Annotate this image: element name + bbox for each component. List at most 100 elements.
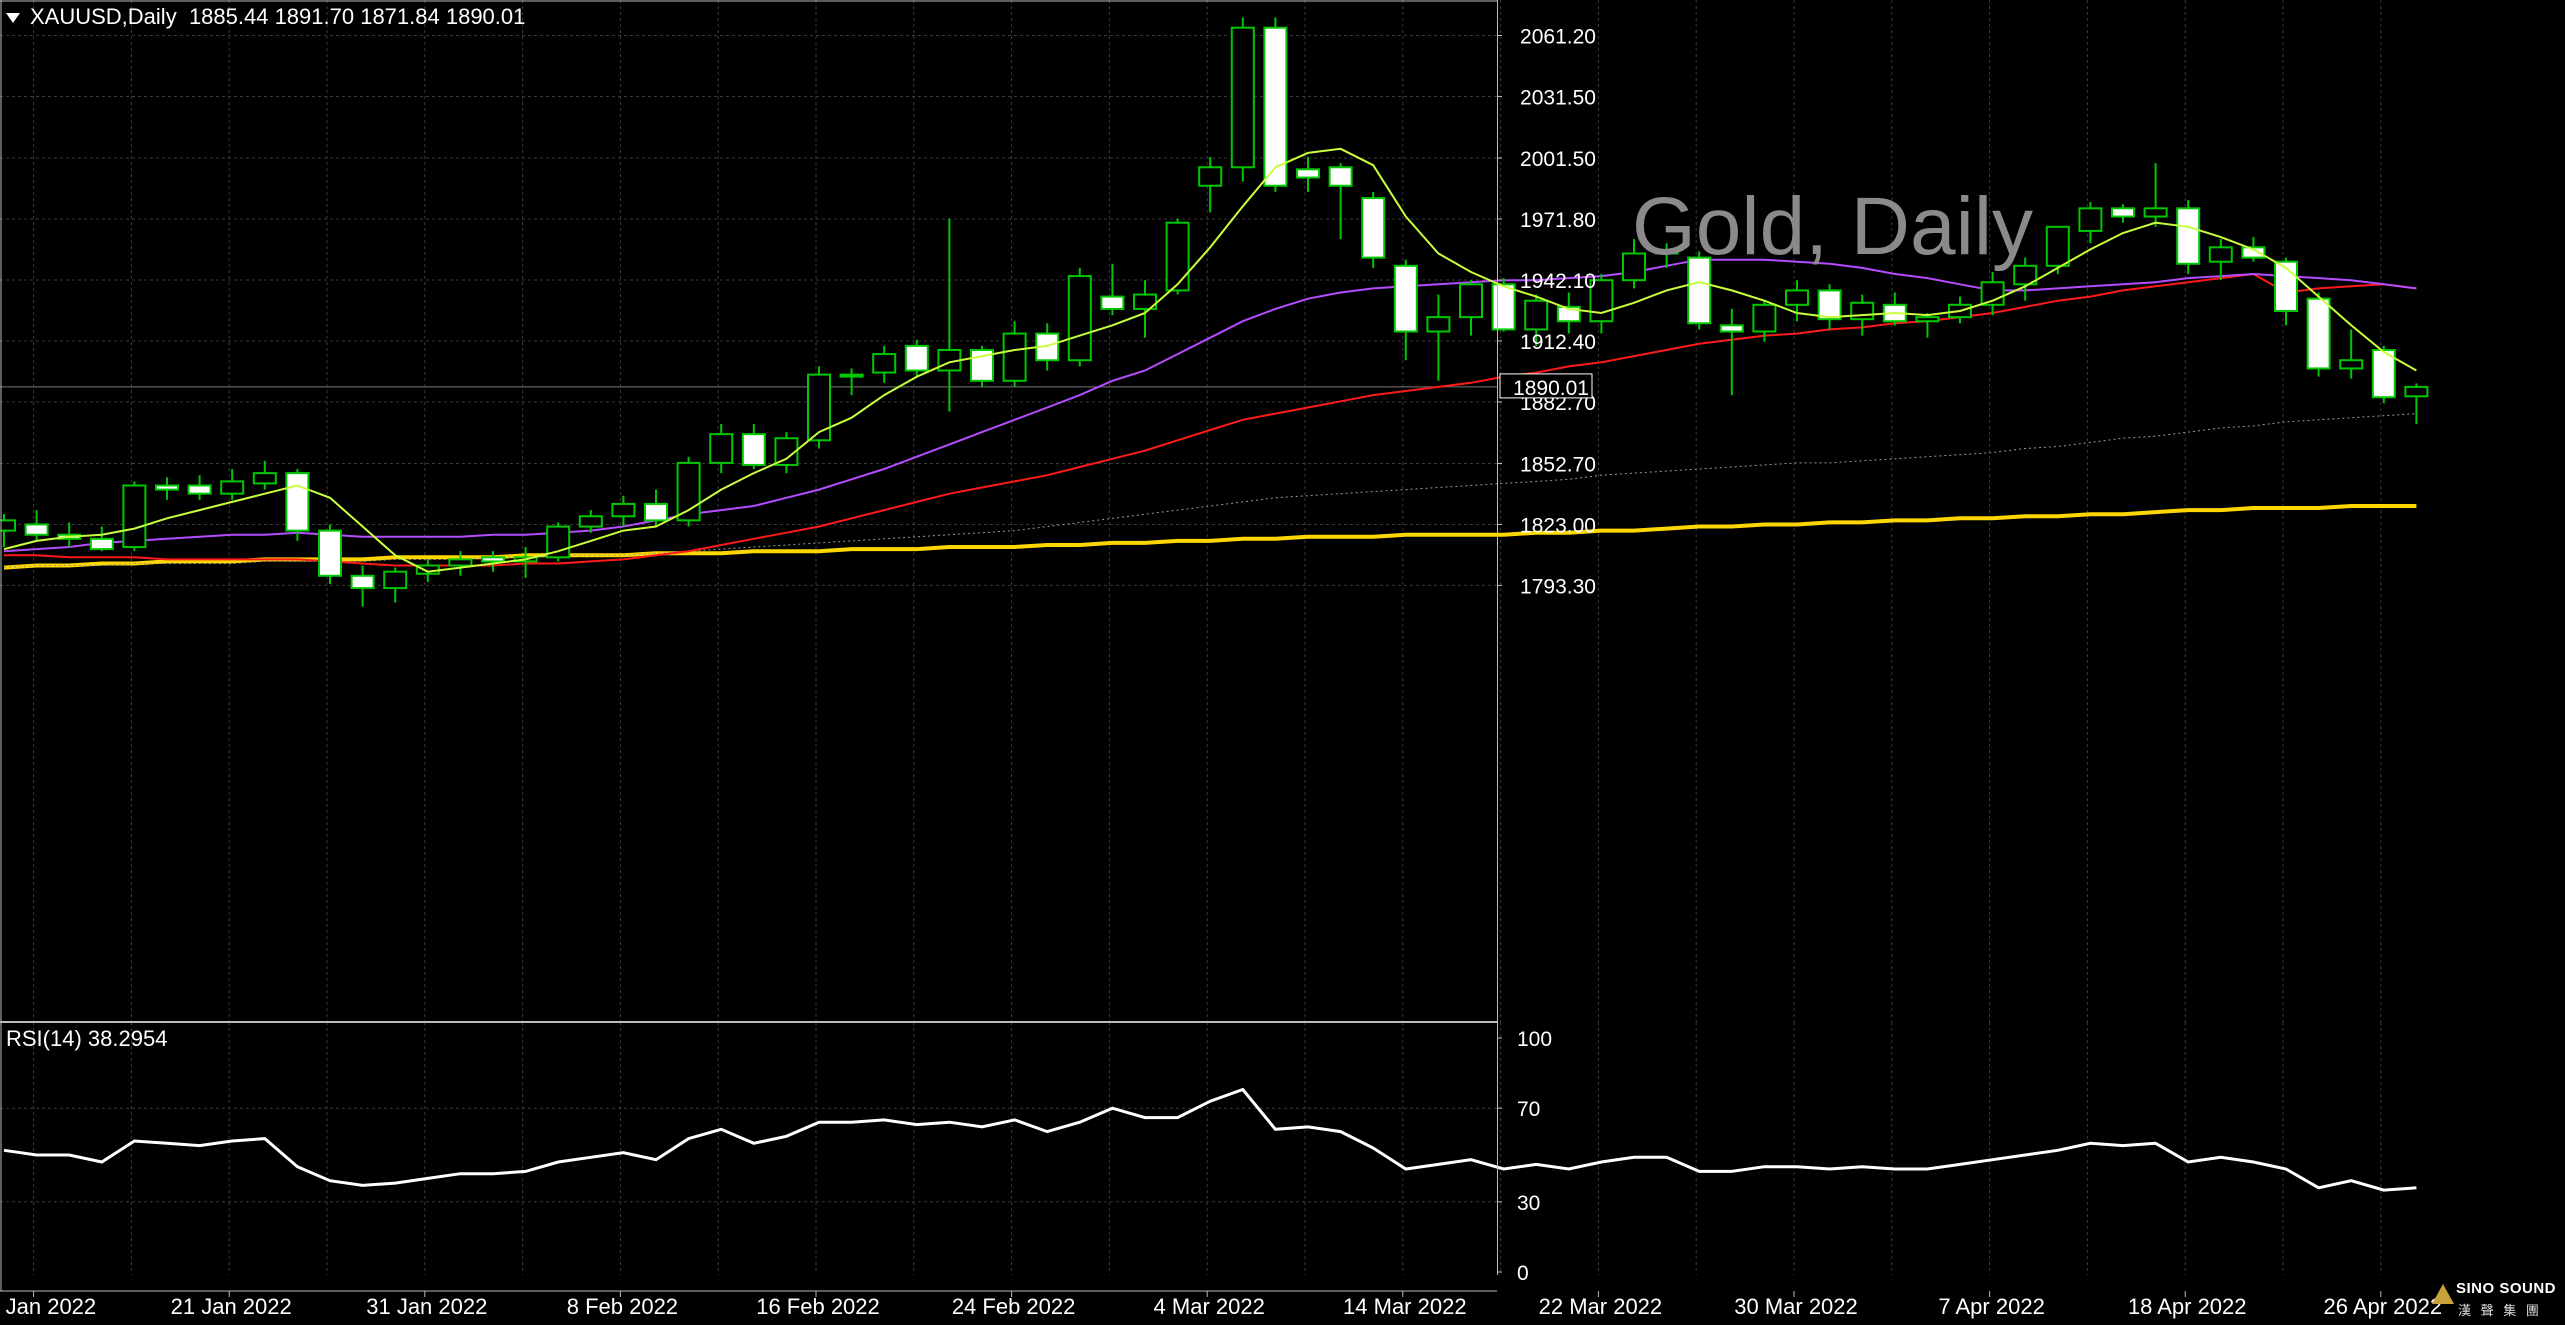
bull-candle — [872, 353, 897, 374]
bull-candle — [709, 433, 734, 464]
bull-candle — [122, 484, 147, 549]
bear-candle — [2111, 207, 2135, 218]
bear-candle — [1100, 295, 1125, 310]
ma-slow-line — [4, 272, 2417, 567]
price-tick-label: 1912.40 — [1520, 331, 1596, 354]
bull-candle — [1133, 293, 1157, 310]
ma-dotted-line — [3, 413, 2417, 569]
bull-candle — [2143, 207, 2168, 218]
bull-candle — [676, 461, 701, 522]
bear-candle — [2241, 246, 2266, 259]
bull-candle — [1785, 289, 1809, 306]
bull-candle — [839, 373, 864, 378]
price-tick-label: 1793.30 — [1520, 575, 1596, 598]
bull-candle — [220, 480, 245, 495]
logo-brand: SINO SOUND — [2456, 1280, 2557, 1297]
bull-candle — [252, 472, 277, 485]
bear-candle — [2176, 207, 2201, 265]
time-tick-label: 22 Mar 2022 — [1539, 1294, 1663, 1319]
dropdown-triangle-icon[interactable] — [6, 13, 20, 24]
time-tick-label: 24 Feb 2022 — [952, 1294, 1076, 1319]
bear-candle — [1263, 26, 1288, 187]
bull-candle — [1002, 332, 1027, 382]
time-tick-label: 8 Feb 2022 — [567, 1294, 678, 1319]
bull-candle — [2339, 359, 2364, 370]
bull-candle — [1915, 316, 1940, 323]
bear-candle — [187, 484, 212, 495]
bull-candle — [2045, 225, 2070, 267]
bull-candle — [2078, 207, 2103, 232]
bear-candle — [24, 523, 49, 536]
time-tick-label: 16 Feb 2022 — [756, 1294, 880, 1319]
bear-candle — [1296, 168, 1320, 179]
bull-candle — [1524, 299, 1549, 331]
bull-candle — [1850, 301, 1875, 321]
bull-candle — [1752, 303, 1777, 333]
bull-candle — [1230, 26, 1255, 169]
bear-candle — [285, 472, 310, 532]
bull-candle — [1654, 250, 1679, 255]
bull-candle — [448, 558, 473, 567]
time-tick-label: 4 Mar 2022 — [1154, 1294, 1265, 1319]
rsi-label: RSI(14) 38.2954 — [6, 1026, 168, 1051]
bull-candle — [807, 373, 831, 442]
price-tick-label: 2001.50 — [1520, 148, 1596, 171]
bear-candle — [904, 344, 929, 372]
ohlc-values: 1885.44 1891.70 1871.84 1890.01 — [188, 4, 526, 29]
bear-candle — [2306, 297, 2331, 370]
price-tick-label: 1823.00 — [1520, 514, 1596, 537]
time-tick-label: 14 Mar 2022 — [1343, 1294, 1467, 1319]
chart-axes: 2061.20 2031.50 2001.50 1971.80 1942.10 1912.… — [0, 0, 2442, 1319]
time-tick-label: 30 Mar 2022 — [1734, 1294, 1858, 1319]
time-tick-label: 13 Jan 2022 — [0, 1294, 96, 1319]
bear-candle — [89, 537, 114, 551]
time-tick-label: 7 Apr 2022 — [1938, 1294, 2044, 1319]
bear-candle — [741, 433, 766, 466]
time-tick-label: 31 Jan 2022 — [366, 1294, 487, 1319]
bear-candle — [2371, 348, 2396, 399]
time-tick-label: 18 Apr 2022 — [2128, 1294, 2247, 1319]
price-tick-label: 1971.80 — [1520, 209, 1596, 232]
bear-candle — [350, 574, 375, 590]
bear-candle — [1491, 283, 1516, 331]
bull-candle — [578, 515, 603, 528]
bull-candle — [2208, 246, 2233, 263]
current-price-box — [1499, 373, 1593, 399]
rsi-tick-label: 70 — [1517, 1098, 1540, 1121]
company-logo: SINO SOUND 漢 聲 集 團 — [2430, 1278, 2565, 1325]
candlesticks — [0, 17, 2429, 607]
bear-candle — [1361, 197, 1386, 259]
bear-candle — [1687, 256, 1712, 325]
price-tick-label: 1852.70 — [1520, 453, 1596, 476]
ma-fast-line — [3, 147, 2417, 573]
bull-candle — [1426, 316, 1451, 333]
bear-candle — [1719, 324, 1744, 333]
rsi-tick-label: 0 — [1517, 1262, 1529, 1285]
bull-candle — [1067, 275, 1092, 362]
current-price-label: 1890.01 — [1513, 377, 1589, 400]
bull-candle — [611, 502, 636, 518]
rsi-tick-label: 30 — [1517, 1192, 1540, 1215]
bull-candle — [0, 519, 16, 532]
bull-candle — [383, 570, 408, 590]
time-tick-label: 21 Jan 2022 — [171, 1294, 292, 1319]
time-tick-label: 26 Apr 2022 — [2323, 1294, 2442, 1319]
logo-subtitle: 漢 聲 集 團 — [2458, 1303, 2542, 1318]
bull-candle — [1165, 221, 1190, 292]
bear-candle — [1817, 289, 1842, 321]
symbol-label: XAUUSD,Daily — [30, 4, 177, 29]
price-tick-label: 2061.20 — [1520, 25, 1596, 48]
bear-candle — [155, 484, 179, 491]
chart-header[interactable]: XAUUSD,Daily 1885.44 1891.70 1871.84 189… — [6, 4, 525, 30]
rsi-line — [3, 1087, 2417, 1192]
bull-candle — [2404, 385, 2429, 398]
bear-candle — [481, 556, 505, 563]
rsi-tick-label: 100 — [1517, 1028, 1552, 1051]
bear-candle — [1393, 264, 1418, 333]
bear-candle — [318, 529, 342, 577]
bull-candle — [2013, 264, 2038, 286]
bull-candle — [1459, 283, 1483, 319]
bear-candle — [644, 502, 668, 522]
